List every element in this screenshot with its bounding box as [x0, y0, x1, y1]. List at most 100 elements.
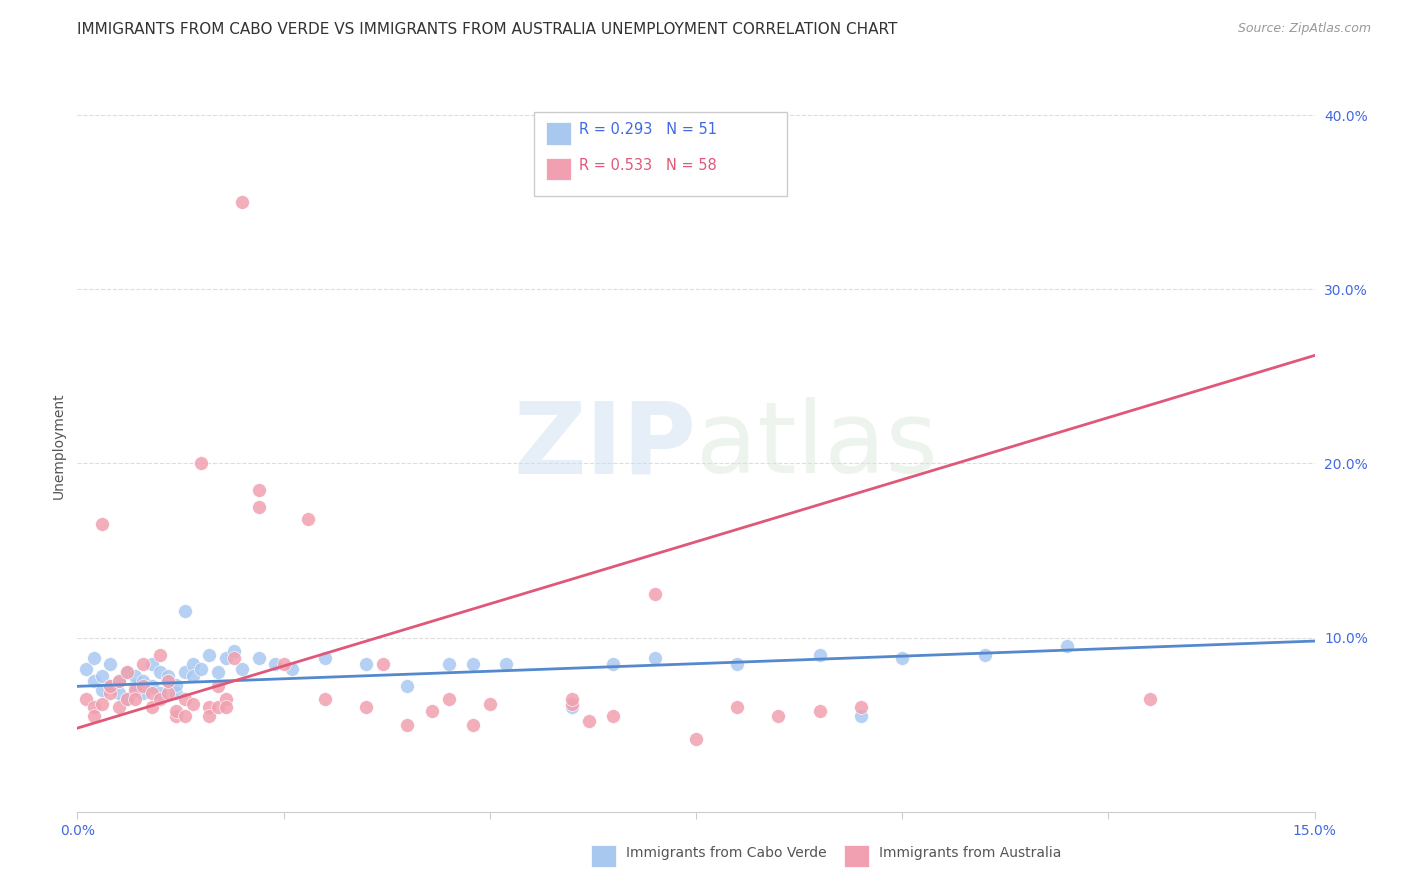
Point	[973, 648, 995, 662]
Point	[157, 674, 180, 689]
Point	[181, 669, 204, 683]
Point	[273, 657, 295, 671]
Point	[190, 662, 212, 676]
Point	[91, 517, 114, 532]
Point	[75, 691, 97, 706]
Point	[173, 709, 195, 723]
Point	[644, 651, 666, 665]
Point	[165, 677, 187, 691]
Point	[685, 731, 707, 746]
Point	[561, 697, 583, 711]
Point	[157, 674, 180, 689]
Point	[725, 657, 748, 671]
Point	[297, 512, 319, 526]
Point	[83, 709, 105, 723]
Point	[124, 691, 146, 706]
Point	[644, 587, 666, 601]
Point	[115, 665, 138, 680]
Point	[165, 709, 187, 723]
Point	[314, 691, 336, 706]
Point	[190, 457, 212, 471]
Point	[132, 674, 155, 689]
Point	[437, 657, 460, 671]
Point	[561, 691, 583, 706]
Point	[207, 700, 229, 714]
Text: Immigrants from Australia: Immigrants from Australia	[879, 846, 1062, 860]
Text: Immigrants from Cabo Verde: Immigrants from Cabo Verde	[626, 846, 827, 860]
Text: Source: ZipAtlas.com: Source: ZipAtlas.com	[1237, 22, 1371, 36]
Point	[1139, 691, 1161, 706]
Point	[149, 665, 172, 680]
Text: IMMIGRANTS FROM CABO VERDE VS IMMIGRANTS FROM AUSTRALIA UNEMPLOYMENT CORRELATION: IMMIGRANTS FROM CABO VERDE VS IMMIGRANTS…	[77, 22, 897, 37]
Point	[222, 644, 245, 658]
Point	[371, 657, 394, 671]
Point	[354, 700, 377, 714]
Point	[354, 657, 377, 671]
Point	[247, 483, 270, 497]
Point	[207, 665, 229, 680]
Point	[83, 700, 105, 714]
Point	[478, 697, 501, 711]
Point	[247, 500, 270, 514]
Point	[314, 651, 336, 665]
Point	[231, 662, 253, 676]
Point	[141, 700, 163, 714]
Text: ZIP: ZIP	[513, 398, 696, 494]
Point	[602, 657, 624, 671]
Point	[83, 674, 105, 689]
Point	[264, 657, 287, 671]
Point	[91, 697, 114, 711]
Point	[215, 700, 238, 714]
Point	[808, 648, 831, 662]
Point	[891, 651, 914, 665]
Point	[173, 665, 195, 680]
Point	[98, 679, 121, 693]
Point	[107, 700, 129, 714]
Point	[463, 717, 485, 731]
Text: R = 0.293   N = 51: R = 0.293 N = 51	[579, 122, 717, 136]
Point	[181, 657, 204, 671]
Point	[132, 657, 155, 671]
Point	[602, 709, 624, 723]
Point	[91, 682, 114, 697]
Point	[173, 604, 195, 618]
Point	[231, 195, 253, 210]
Point	[107, 686, 129, 700]
Point	[420, 704, 443, 718]
Point	[124, 679, 146, 693]
Point	[768, 709, 790, 723]
Point	[578, 714, 600, 728]
Point	[98, 679, 121, 693]
Text: R = 0.533   N = 58: R = 0.533 N = 58	[579, 158, 717, 172]
Point	[808, 704, 831, 718]
Point	[1056, 640, 1078, 654]
Point	[849, 700, 872, 714]
Point	[181, 697, 204, 711]
Point	[124, 682, 146, 697]
Point	[463, 657, 485, 671]
Point	[141, 679, 163, 693]
Point	[132, 686, 155, 700]
Point	[132, 679, 155, 693]
Point	[165, 704, 187, 718]
Point	[165, 686, 187, 700]
Point	[207, 679, 229, 693]
Point	[725, 700, 748, 714]
Point	[198, 709, 221, 723]
Point	[215, 651, 238, 665]
Point	[173, 691, 195, 706]
Point	[91, 669, 114, 683]
Point	[149, 686, 172, 700]
Point	[115, 691, 138, 706]
Point	[107, 674, 129, 689]
Point	[281, 662, 304, 676]
Point	[247, 651, 270, 665]
Point	[495, 657, 517, 671]
Point	[124, 669, 146, 683]
Point	[141, 657, 163, 671]
Y-axis label: Unemployment: Unemployment	[52, 392, 66, 500]
Point	[396, 679, 419, 693]
Point	[98, 657, 121, 671]
Point	[115, 691, 138, 706]
Point	[107, 674, 129, 689]
